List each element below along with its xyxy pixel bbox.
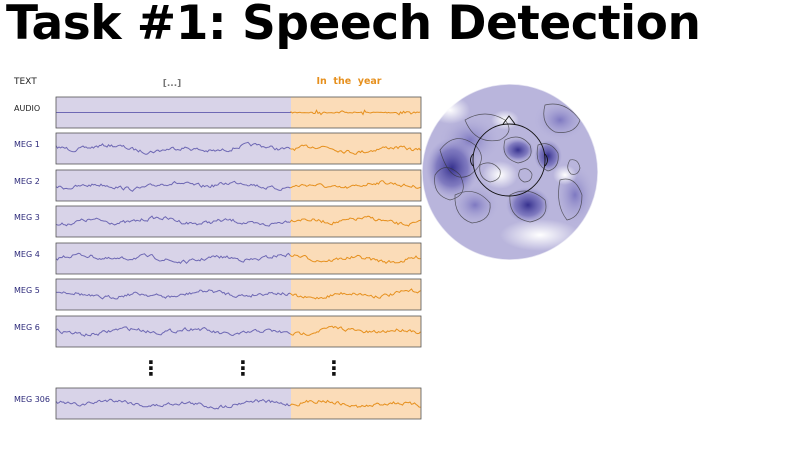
row-border <box>55 315 422 348</box>
context-region <box>56 170 291 201</box>
channel-label: MEG 3 <box>14 213 40 222</box>
row-border <box>55 169 422 202</box>
channel-row-meg-1: MEG 1 <box>14 132 422 165</box>
channel-label: MEG 306 <box>14 395 50 404</box>
context-region <box>56 388 291 419</box>
channel-row-meg-306: MEG 306 <box>14 387 422 420</box>
channel-row-audio: AUDIO <box>14 96 422 129</box>
context-trace <box>55 398 290 410</box>
speech-trace <box>289 144 421 155</box>
row-border <box>55 387 422 420</box>
context-trace <box>55 215 291 227</box>
context-trace <box>55 289 291 300</box>
speech-trace <box>289 180 421 189</box>
speech-trace <box>289 399 421 408</box>
speech-region <box>291 206 421 237</box>
context-trace <box>55 180 291 192</box>
ellipsis-dots-3: ⋮ <box>324 356 344 380</box>
ellipsis-dots-2: ⋮ <box>233 356 253 380</box>
channel-label: MEG 4 <box>14 250 40 259</box>
speech-region <box>291 243 421 274</box>
context-region <box>56 316 291 347</box>
page-title: Task #1: Speech Detection <box>6 0 701 51</box>
speech-trace <box>290 109 421 116</box>
speech-trace <box>289 325 421 336</box>
channel-label: MEG 5 <box>14 286 40 295</box>
channel-row-meg-4: MEG 4 <box>14 242 422 275</box>
context-region <box>56 206 291 237</box>
context-region <box>56 279 291 310</box>
row-border <box>55 278 422 311</box>
speech-region <box>291 133 421 164</box>
speech-trace <box>289 254 421 265</box>
row-border <box>55 205 422 238</box>
speech-trace <box>289 215 421 227</box>
row-border <box>55 96 422 129</box>
context-text: [...] <box>163 79 181 89</box>
channel-row-meg-2: MEG 2 <box>14 169 422 202</box>
channel-label: MEG 6 <box>14 323 40 332</box>
channel-label: AUDIO <box>14 104 40 113</box>
row-border <box>55 132 422 165</box>
meg-topomap <box>421 80 599 261</box>
row-border <box>55 242 422 275</box>
channel-row-meg-3: MEG 3 <box>14 205 422 238</box>
speech-text: In the year <box>316 76 381 87</box>
channel-label: MEG 2 <box>14 177 40 186</box>
context-trace <box>55 326 291 337</box>
text-row-label: TEXT <box>13 77 37 87</box>
speech-trace <box>289 288 421 300</box>
ellipsis-dots-1: ⋮ <box>141 356 161 380</box>
context-trace <box>55 141 291 155</box>
channel-row-meg-5: MEG 5 <box>14 278 422 311</box>
channel-label: MEG 1 <box>14 140 40 149</box>
context-trace <box>55 252 291 265</box>
channel-row-meg-6: MEG 6 <box>14 315 422 348</box>
speech-region <box>291 388 421 419</box>
